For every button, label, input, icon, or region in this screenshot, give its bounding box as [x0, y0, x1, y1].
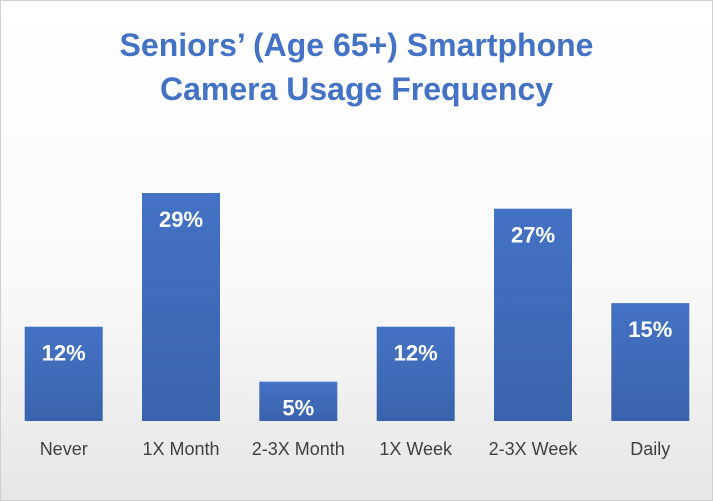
data-label: 15%	[628, 317, 672, 342]
bar-never	[24, 326, 103, 421]
category-label: 1X Week	[379, 439, 453, 459]
chart-title-line-1: Seniors’ (Age 65+) Smartphone	[119, 27, 594, 63]
data-label: 29%	[159, 207, 203, 232]
bar-2-3x-week	[494, 208, 572, 421]
chart-title: Seniors’ (Age 65+) Smartphone Camera Usa…	[1, 23, 712, 111]
category-label: 2-3X Month	[252, 439, 345, 459]
chart-title-line-2: Camera Usage Frequency	[159, 71, 554, 107]
data-label: 12%	[42, 341, 86, 366]
bar-1x-month	[142, 193, 220, 421]
data-label: 5%	[282, 396, 314, 421]
data-label: 27%	[511, 223, 555, 248]
category-label: 2-3X Week	[489, 439, 579, 459]
bar-1x-week	[376, 326, 455, 421]
data-label: 12%	[394, 341, 438, 366]
category-label: Daily	[630, 439, 670, 459]
category-label: 1X Month	[142, 439, 219, 459]
bar-2-3x-month	[259, 381, 338, 421]
bar-daily	[611, 303, 690, 421]
category-label: Never	[40, 439, 88, 459]
